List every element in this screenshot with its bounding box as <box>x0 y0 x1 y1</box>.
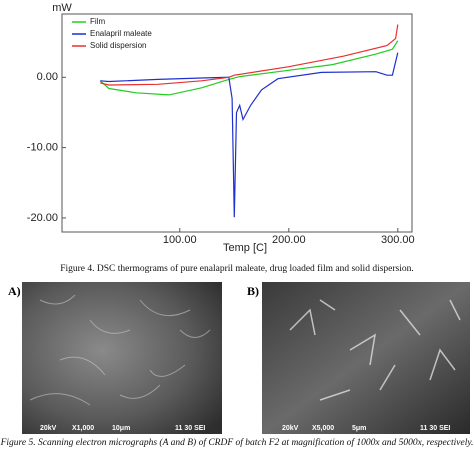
y-tick-label: 0.00 <box>37 71 58 83</box>
sem-mag: X1,000 <box>72 425 94 432</box>
y-axis-label: mW <box>52 2 72 14</box>
panel-label: B) <box>247 284 259 298</box>
sem-texture <box>29 294 211 406</box>
sem-scale: 5μm <box>352 425 366 432</box>
y-tick-label: -20.00 <box>27 212 58 224</box>
sem-scale: 10μm <box>112 425 130 432</box>
legend-label: Enalapril maleate <box>90 29 152 38</box>
data-line <box>100 52 399 218</box>
x-axis-label: Temp [C] <box>223 242 267 254</box>
sem-texture <box>289 299 461 401</box>
panel-label: A) <box>8 284 21 298</box>
x-tick-label: 100.00 <box>163 234 197 246</box>
figure-caption: Figure 5. Scanning electron micrographs … <box>0 437 473 448</box>
x-tick-label: 300.00 <box>381 234 415 246</box>
plot-frame <box>61 13 413 233</box>
sem-mag: X5,000 <box>312 425 334 432</box>
legend-label: Solid dispersion <box>90 41 146 50</box>
data-line <box>100 24 399 86</box>
figure-caption: Figure 4. DSC thermograms of pure enalap… <box>60 263 414 274</box>
sem-kv: 20kV <box>282 425 299 432</box>
sem-image <box>262 282 470 434</box>
sem-id: 11 30 SEI <box>175 425 205 432</box>
x-tick-label: 200.00 <box>272 234 306 246</box>
sem-image <box>22 282 222 434</box>
y-tick-label: -10.00 <box>27 142 58 154</box>
sem-id: 11 30 SEI <box>420 425 450 432</box>
legend-label: Film <box>90 17 105 26</box>
sem-kv: 20kV <box>40 425 57 432</box>
data-line <box>99 40 399 96</box>
